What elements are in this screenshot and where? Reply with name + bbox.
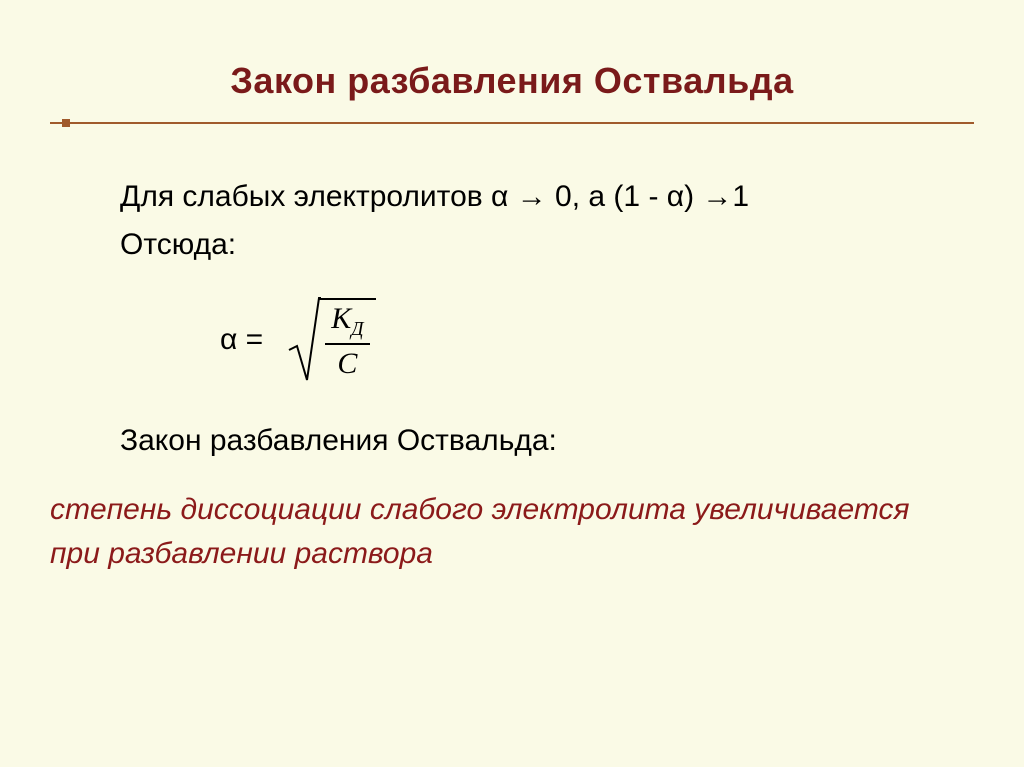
content-area: Для слабых электролитов α → 0, а (1 - α)… bbox=[50, 176, 974, 575]
formula: α = КД С bbox=[220, 296, 934, 384]
slide: Закон разбавления Оствальда Для слабых э… bbox=[0, 0, 1024, 767]
intro-line-2: Отсюда: bbox=[120, 224, 934, 266]
law-label: Закон разбавления Оствальда: bbox=[120, 424, 934, 458]
fraction-denominator: С bbox=[331, 345, 363, 380]
radical-icon bbox=[287, 296, 321, 384]
intro-line-1: Для слабых электролитов α → 0, а (1 - α)… bbox=[120, 176, 934, 218]
formula-lhs: α = bbox=[220, 323, 263, 357]
fraction-numerator: КД bbox=[325, 302, 369, 344]
fraction: КД С bbox=[319, 298, 375, 381]
divider-square bbox=[62, 119, 70, 127]
law-statement: степень диссоциации слабого электролита … bbox=[50, 488, 934, 575]
sqrt-expression: КД С bbox=[287, 296, 375, 384]
numerator-subscript: Д bbox=[351, 319, 363, 340]
slide-title: Закон разбавления Оствальда bbox=[50, 60, 974, 102]
numerator-main: К bbox=[331, 302, 351, 335]
divider-line bbox=[50, 122, 974, 124]
title-divider bbox=[50, 120, 974, 126]
